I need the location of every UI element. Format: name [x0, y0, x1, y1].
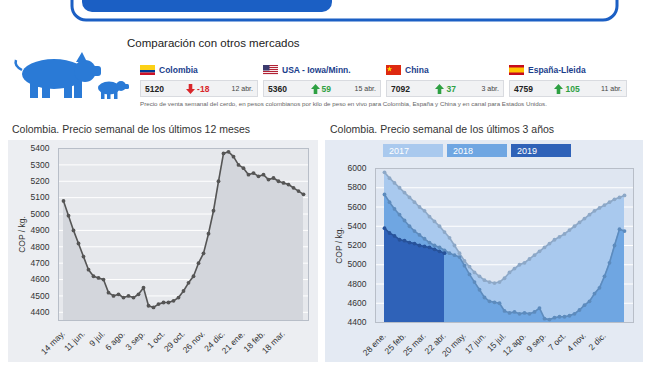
- svg-text:5000: 5000: [31, 209, 50, 219]
- html-text:105: 105: [565, 83, 580, 94]
- svg-text:4 nov.: 4 nov.: [565, 331, 588, 354]
- svg-text:4600: 4600: [348, 298, 367, 308]
- svg-text:2 dic.: 2 dic.: [586, 331, 607, 352]
- svg-text:1 oct.: 1 oct.: [145, 328, 167, 351]
- svg-text:28 ene.: 28 ene.: [361, 331, 388, 358]
- html-text:2019: 2019: [517, 145, 537, 156]
- svg-text:COP / kg.: COP / kg.: [17, 216, 27, 253]
- html-text:Colombia. Precio semanal de lo: Colombia. Precio semanal de los últimos …: [330, 123, 555, 135]
- svg-text:5600: 5600: [348, 202, 367, 212]
- svg-text:18 feb.: 18 feb.: [241, 328, 267, 355]
- html-text:3 abr.: 3 abr.: [481, 85, 499, 92]
- html-text:China: China: [405, 65, 429, 75]
- html-text:2017: 2017: [389, 145, 409, 156]
- svg-text:3 sep.: 3 sep.: [123, 329, 146, 352]
- svg-text:4600: 4600: [31, 274, 50, 284]
- html-text:Colombia. Precio semanal de lo: Colombia. Precio semanal de los últimos …: [12, 123, 251, 135]
- html-text:Colombia: Colombia: [159, 65, 198, 75]
- html-text:15 abr.: 15 abr.: [354, 85, 376, 92]
- svg-text:5200: 5200: [31, 176, 50, 186]
- svg-text:4500: 4500: [31, 291, 50, 301]
- svg-text:5000: 5000: [348, 259, 367, 269]
- svg-text:18 mar.: 18 mar.: [260, 329, 287, 356]
- svg-text:4400: 4400: [348, 317, 367, 327]
- html-text:5360: 5360: [268, 83, 287, 94]
- svg-text:11 jun.: 11 jun.: [62, 329, 87, 354]
- svg-text:5200: 5200: [348, 240, 367, 250]
- svg-text:21 ene.: 21 ene.: [220, 329, 247, 356]
- svg-text:6000: 6000: [348, 163, 367, 173]
- svg-text:5300: 5300: [31, 160, 50, 170]
- svg-text:6 ago.: 6 ago.: [103, 329, 127, 353]
- svg-text:17 jun.: 17 jun.: [463, 331, 488, 356]
- html-text:11 abr.: 11 abr.: [601, 85, 622, 92]
- svg-text:12 ago.: 12 ago.: [501, 331, 528, 358]
- svg-text:4800: 4800: [31, 242, 50, 252]
- svg-text:25 feb.: 25 feb.: [382, 330, 408, 357]
- svg-text:4900: 4900: [31, 225, 50, 235]
- svg-text:29 oct.: 29 oct.: [161, 328, 187, 354]
- svg-text:5400: 5400: [31, 143, 50, 153]
- svg-text:24 dic.: 24 dic.: [202, 328, 227, 354]
- html-text:USA - Iowa/Minn.: USA - Iowa/Minn.: [282, 65, 351, 75]
- svg-text:5800: 5800: [348, 182, 367, 192]
- html-text:12 abr.: 12 abr.: [231, 85, 253, 92]
- svg-text:9 jul.: 9 jul.: [87, 328, 107, 349]
- svg-text:15 jul.: 15 jul.: [484, 330, 508, 354]
- svg-text:4700: 4700: [31, 258, 50, 268]
- html-text:37: 37: [446, 83, 456, 94]
- html-text:-18: -18: [197, 83, 210, 94]
- svg-text:COP / kg.: COP / kg.: [334, 227, 344, 264]
- html-text:2018: 2018: [453, 145, 473, 156]
- svg-text:22 abr.: 22 abr.: [422, 330, 448, 357]
- svg-text:4400: 4400: [31, 307, 50, 317]
- svg-text:5400: 5400: [348, 221, 367, 231]
- svg-text:5100: 5100: [31, 192, 50, 202]
- svg-text:7 oct.: 7 oct.: [546, 331, 568, 353]
- html-text:5120: 5120: [145, 83, 164, 94]
- html-text:España-Lleida: España-Lleida: [528, 65, 586, 75]
- html-text:Precio de venta semanal del ce: Precio de venta semanal del cerdo, en pe…: [140, 100, 547, 107]
- svg-text:9 sep.: 9 sep.: [524, 331, 547, 354]
- svg-text:20 may.: 20 may.: [440, 331, 468, 359]
- html-text:Comparación con otros mercados: Comparación con otros mercados: [127, 37, 300, 49]
- svg-text:14 may.: 14 may.: [39, 329, 67, 357]
- html-text:4759: 4759: [514, 83, 533, 94]
- html-text:59: 59: [321, 83, 331, 94]
- svg-text:26 nov.: 26 nov.: [180, 329, 206, 355]
- svg-text:4800: 4800: [348, 279, 367, 289]
- html-text:7092: 7092: [391, 83, 410, 94]
- svg-text:25 mar.: 25 mar.: [401, 331, 428, 358]
